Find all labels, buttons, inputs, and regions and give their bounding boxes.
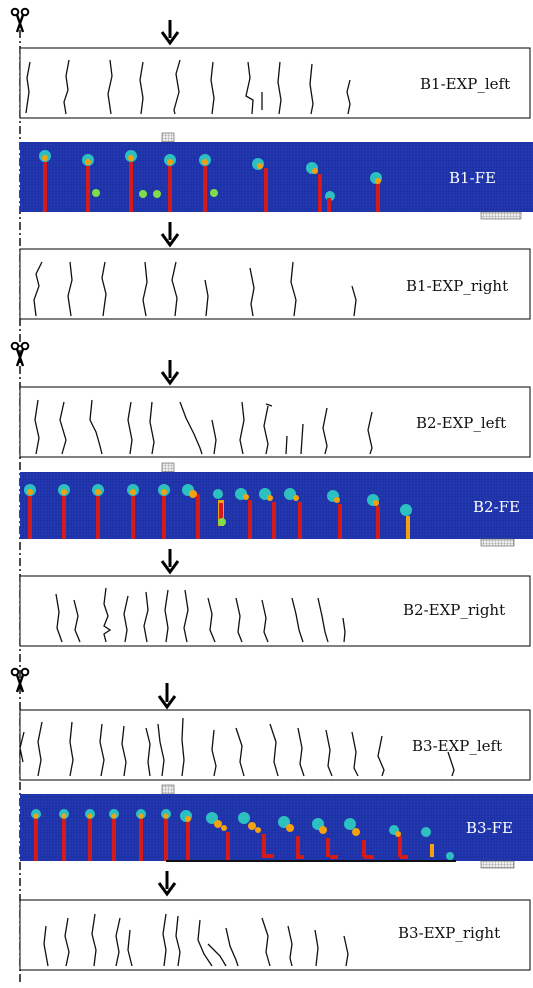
exp-left-label: B1-EXP_left [420, 75, 510, 93]
fe-panel: B2-FE [20, 462, 533, 547]
crack-lines [55, 587, 346, 643]
fe-label: B2-FE [473, 498, 520, 516]
crack-lines [25, 59, 351, 115]
fe-panel: B1-FE [20, 132, 533, 220]
specimen-group-b2: B2-EXP_left B2-FE [10, 341, 533, 647]
specimen-group-b1: B1-EXP_left B1-FE [10, 7, 533, 320]
exp-right-label: B2-EXP_right [403, 601, 505, 619]
fe-panel: B3-FE [20, 784, 533, 869]
down-arrow-icon [157, 871, 177, 897]
scissors-icon [10, 7, 30, 33]
load-plate [161, 784, 175, 795]
fe-cracks [31, 809, 454, 861]
exp-right-panel: B1-EXP_right [19, 248, 531, 320]
down-arrow-icon [160, 360, 180, 386]
crack-lines [19, 717, 455, 777]
exp-left-panel: B2-EXP_left [19, 386, 531, 458]
scissors-icon [10, 667, 30, 693]
crack-lines [43, 913, 349, 967]
scissors-icon [10, 341, 30, 367]
exp-left-panel: B3-EXP_left [19, 709, 531, 781]
down-arrow-icon [160, 20, 180, 46]
down-arrow-icon [157, 683, 177, 710]
exp-left-panel: B1-EXP_left [19, 47, 531, 119]
exp-right-panel: B3-EXP_right [19, 899, 531, 971]
crack-lines [34, 399, 373, 455]
down-arrow-icon [160, 222, 180, 248]
fe-cracks [39, 150, 382, 212]
load-plate [161, 132, 175, 143]
fe-label: B3-FE [466, 819, 513, 837]
exp-left-label: B2-EXP_left [416, 414, 506, 432]
fe-cracks [24, 484, 412, 539]
support-plate [480, 211, 522, 220]
exp-right-label: B3-EXP_right [398, 924, 500, 942]
specimen-group-b3: B3-EXP_left B3- [10, 667, 533, 971]
support-plate [480, 538, 515, 547]
exp-right-panel: B2-EXP_right [19, 575, 531, 647]
support-plate [480, 860, 515, 869]
exp-left-label: B3-EXP_left [412, 737, 502, 755]
exp-right-label: B1-EXP_right [406, 277, 508, 295]
load-plate [161, 462, 175, 473]
fe-label: B1-FE [449, 169, 496, 187]
crack-lines [33, 261, 357, 317]
down-arrow-icon [160, 549, 180, 575]
